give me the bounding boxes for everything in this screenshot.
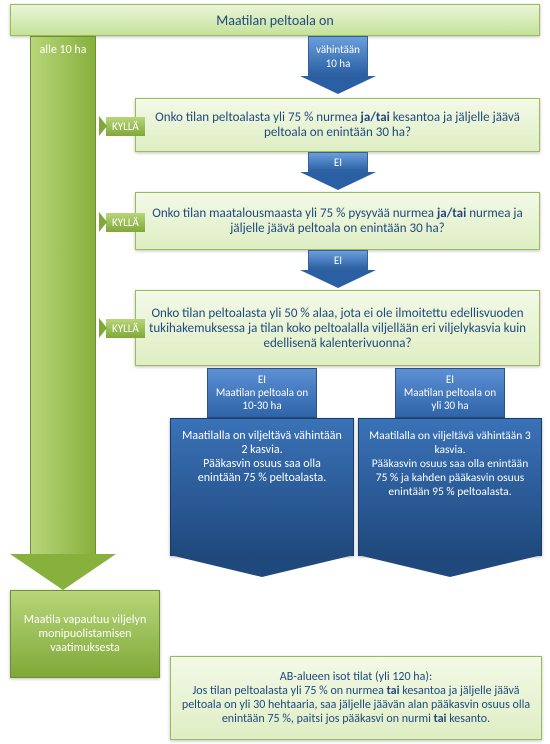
arrow-ei-1: EI [295, 152, 381, 190]
arrow-ei-2: EI [295, 250, 381, 288]
question-2: Onko tilan maatalousmaasta yli 75 % pysy… [135, 192, 540, 250]
kylla-2: KYLLÄ [99, 212, 145, 232]
result-right: EI Maatilan peltoala on yli 30 ha Maatil… [358, 368, 542, 577]
exempt-box: Maatila vapautuu viljelyn monipuolistami… [10, 590, 160, 678]
left-branch-arrowhead [10, 554, 116, 590]
top-title: Maatilan peltoala on [10, 4, 540, 36]
left-branch-shaft: alle 10 ha [30, 36, 96, 556]
ab-area-box: AB-alueen isot tilat (yli 120 ha): Jos t… [170, 656, 542, 740]
question-3: Onko tilan peltoalasta yli 50 % alaa, jo… [135, 290, 540, 366]
kylla-3: KYLLÄ [99, 318, 145, 338]
kylla-1: KYLLÄ [99, 116, 145, 136]
left-branch-label: alle 10 ha [40, 43, 87, 57]
arrow-min-10ha: vähintään 10 ha [295, 36, 381, 94]
result-left: EI Maatilan peltoala on 10-30 ha Maatila… [170, 368, 354, 577]
question-1: Onko tilan peltoalasta yli 75 % nurmea j… [135, 98, 540, 152]
